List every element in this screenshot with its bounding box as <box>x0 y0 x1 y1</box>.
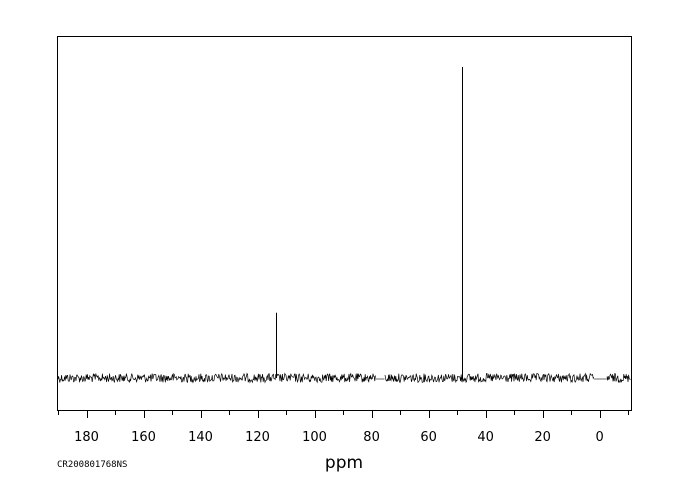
x-tick-label: 180 <box>74 430 99 445</box>
x-tick-label: 40 <box>477 430 494 445</box>
peaks <box>276 67 463 378</box>
x-tick-label: 0 <box>596 430 604 445</box>
plot-frame <box>57 36 632 411</box>
x-tick-label: 120 <box>245 430 270 445</box>
baseline-trace <box>57 372 631 384</box>
x-tick-label: 60 <box>420 430 437 445</box>
x-tick-label: 100 <box>302 430 327 445</box>
x-tick-label: 160 <box>131 430 156 445</box>
x-tick-label: 140 <box>188 430 213 445</box>
spectrum-code: CR200801768NS <box>57 460 127 470</box>
x-tick-label: 80 <box>363 430 380 445</box>
x-axis-ticks: 180 160 140 120 100 80 60 40 20 0 <box>58 410 629 445</box>
x-axis-title: ppm <box>325 453 363 473</box>
baseline-noise <box>57 372 631 384</box>
x-tick-label: 20 <box>534 430 551 445</box>
